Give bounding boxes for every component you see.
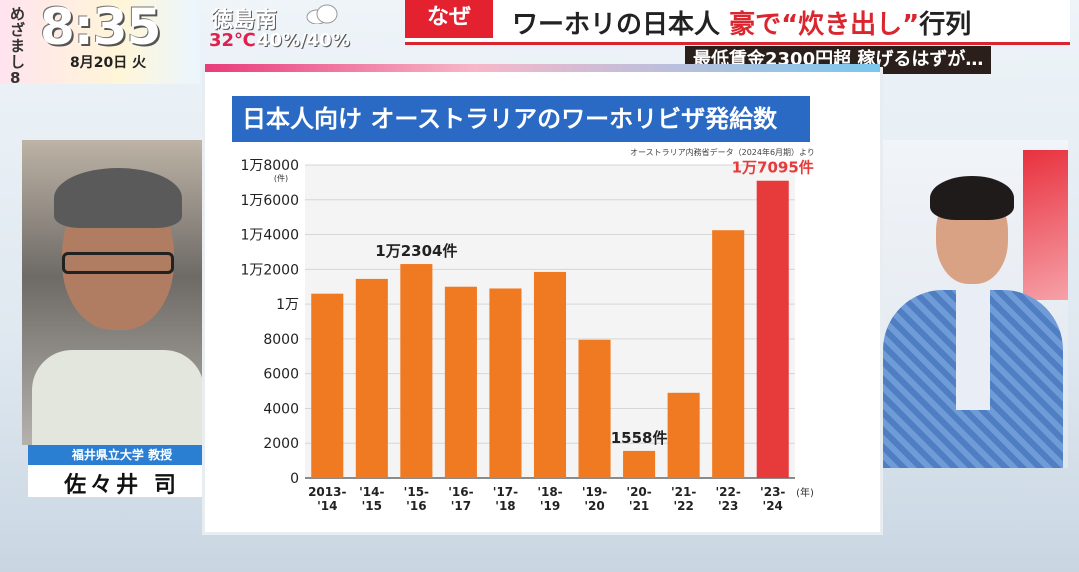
bar [712,230,745,478]
data-label: 1万7095件 [732,159,814,177]
guest-name-card: 福井県立大学 教授 佐々井 司 [28,445,216,498]
x-tick-label: '14 [317,499,337,513]
date: 8月20日 火 [70,55,147,71]
chart-source: オーストラリア内務省データ（2024年6月期）より [630,148,815,157]
data-label: 1558件 [611,429,668,447]
bar [667,392,700,478]
headline-red: 豪で“炊き出し” [729,10,920,40]
x-tick-label: '19 [540,499,560,513]
anchor-hair [930,176,1014,220]
x-tick-label: '20 [584,499,604,513]
x-tick-label: '22 [673,499,693,513]
anchor-video [878,140,1068,468]
bar [311,293,344,478]
x-tick-label: '17 [451,499,471,513]
x-tick-label: '14- [359,485,384,499]
program-name: めざまし8 [10,5,26,87]
y-tick-label: 2000 [263,436,299,452]
bar [355,278,388,478]
headline-tag: なぜ [405,0,493,38]
y-tick-label: 4000 [263,401,299,417]
bar [444,286,477,478]
guest-video [22,140,212,445]
x-tick-label: '21- [671,485,696,499]
x-tick-label: '20- [626,485,651,499]
weather-widget: 徳島南 32℃ 40%/40% [205,0,365,60]
bar [533,271,567,478]
guest-name: 佐々井 司 [64,473,180,498]
x-tick-label: 2013- [308,485,346,499]
chart-title: 日本人向け オーストラリアのワーホリビザ発給数 [232,96,810,142]
headline-post: 行列 [919,10,972,40]
x-tick-label: '15- [404,485,429,499]
bar [578,339,611,478]
cloud-icon [306,4,338,24]
guest-hair [54,168,182,228]
bar [400,264,433,478]
clock: 8:35 [40,0,161,56]
x-tick-label: '22- [716,485,741,499]
anchor-shirt [956,290,990,410]
x-tick-label: '16 [406,499,426,513]
weather-temp: 32℃ [209,30,256,51]
guest-affiliation: 福井県立大学 教授 [28,445,216,465]
y-tick-label: 1万2000 [240,262,299,278]
x-tick-label: '17- [493,485,518,499]
guest-glasses [62,252,174,274]
x-tick-label: '18 [495,499,515,513]
x-unit-label: (年) [796,486,814,499]
data-label: 1万2304件 [375,242,457,260]
bar [623,450,656,478]
x-tick-label: '23- [760,485,785,499]
x-tick-label: '19- [582,485,607,499]
headline-bar [405,0,1070,45]
headline-text: ワーホリの日本人 豪で“炊き出し”行列 [512,4,971,41]
y-tick-label: 6000 [263,367,299,383]
y-tick-label: 1万 [276,297,299,313]
y-tick-label: 1万4000 [240,228,299,244]
x-tick-label: '23 [718,499,738,513]
y-tick-label: 1万6000 [240,193,299,209]
x-tick-label: '21 [629,499,649,513]
bar-chart: 0 2000 4000 6000 8000 1万 1万2000 1万4000 1万6000 1万8… [240,158,814,513]
guest-shirt [32,350,204,445]
x-tick-label: '15 [362,499,382,513]
chart-board-accent [205,64,880,72]
bar [756,180,789,478]
y-tick-label: 1万8000 [240,158,299,174]
x-tick-label: '18- [537,485,562,499]
headline-pre: ワーホリの日本人 [512,10,730,40]
y-tick-label: 0 [290,471,299,487]
weather-place: 徳島南 [211,8,278,33]
y-tick-label: 8000 [263,332,299,348]
anchor-backdrop [1023,150,1068,300]
y-unit-label: (件) [274,173,288,183]
x-tick-label: '24 [763,499,783,513]
bar [489,288,522,478]
program-bar: めざまし8 8:35 8月20日 火 [0,0,200,87]
x-tick-label: '16- [448,485,473,499]
weather-precip: 40%/40% [257,30,350,51]
